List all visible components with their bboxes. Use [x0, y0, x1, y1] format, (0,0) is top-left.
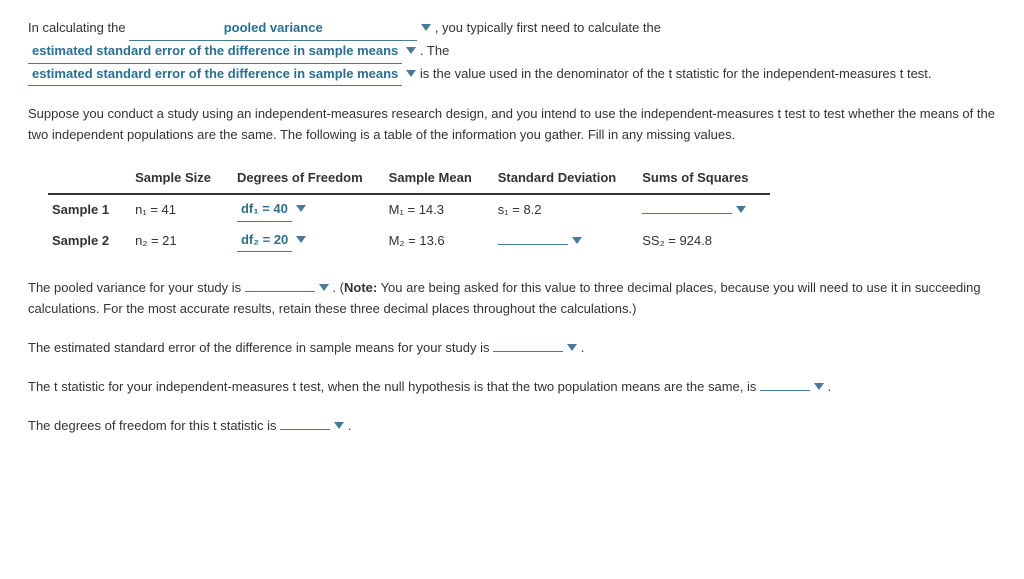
chevron-down-icon: [736, 206, 746, 213]
dropdown-df1[interactable]: df₁ = 40: [237, 199, 292, 222]
text: . (: [332, 280, 344, 295]
header-blank: [48, 164, 131, 194]
chevron-down-icon: [319, 284, 329, 291]
dropdown-value: df₂ = 20: [241, 232, 288, 247]
row-label: Sample 2: [48, 226, 131, 257]
chevron-down-icon: [406, 70, 416, 77]
dropdown-pooled-variance[interactable]: pooled variance: [129, 18, 417, 41]
dropdown-value: pooled variance: [224, 20, 323, 35]
dropdown-est-se-2[interactable]: estimated standard error of the differen…: [28, 64, 402, 87]
paragraph-6: The degrees of freedom for this t statis…: [28, 416, 996, 437]
cell-mean: M₂ = 13.6: [385, 226, 494, 257]
table-header-row: Sample Size Degrees of Freedom Sample Me…: [48, 164, 770, 194]
text: .: [581, 340, 585, 355]
cell-ss: [638, 194, 770, 226]
text: The t statistic for your independent-mea…: [28, 379, 756, 394]
header-mean: Sample Mean: [385, 164, 494, 194]
note-label: Note:: [344, 280, 377, 295]
chevron-down-icon: [296, 205, 306, 212]
cell-ss: SS₂ = 924.8: [638, 226, 770, 257]
cell-size: n₁ = 41: [131, 194, 233, 226]
dropdown-sd2[interactable]: [498, 243, 568, 245]
cell-sd: s₁ = 8.2: [494, 194, 638, 226]
chevron-down-icon: [567, 344, 577, 351]
dropdown-pooled-var-value[interactable]: [245, 290, 315, 292]
row-label: Sample 1: [48, 194, 131, 226]
table-row: Sample 1 n₁ = 41 df₁ = 40 M₁ = 14.3 s₁ =…: [48, 194, 770, 226]
chevron-down-icon: [814, 383, 824, 390]
text: .: [348, 418, 352, 433]
chevron-down-icon: [406, 47, 416, 54]
header-sd: Standard Deviation: [494, 164, 638, 194]
cell-size: n₂ = 21: [131, 226, 233, 257]
cell-mean: M₁ = 14.3: [385, 194, 494, 226]
dropdown-value: estimated standard error of the differen…: [32, 66, 398, 81]
header-ss: Sums of Squares: [638, 164, 770, 194]
dropdown-est-se-value[interactable]: [493, 350, 563, 352]
paragraph-1: In calculating the pooled variance , you…: [28, 18, 996, 86]
text: is the value used in the denominator of …: [420, 66, 932, 81]
cell-df: df₂ = 20: [233, 226, 385, 257]
table-row: Sample 2 n₂ = 21 df₂ = 20 M₂ = 13.6 SS₂ …: [48, 226, 770, 257]
dropdown-ss1[interactable]: [642, 212, 732, 214]
dropdown-df-total-value[interactable]: [280, 428, 330, 430]
chevron-down-icon: [421, 24, 431, 31]
chevron-down-icon: [572, 237, 582, 244]
study-data-table: Sample Size Degrees of Freedom Sample Me…: [48, 164, 770, 256]
paragraph-5: The t statistic for your independent-mea…: [28, 377, 996, 398]
text: . The: [420, 43, 449, 58]
text: The estimated standard error of the diff…: [28, 340, 490, 355]
paragraph-3: The pooled variance for your study is . …: [28, 278, 996, 320]
dropdown-t-stat-value[interactable]: [760, 389, 810, 391]
dropdown-est-se-1[interactable]: estimated standard error of the differen…: [28, 41, 402, 64]
header-sample-size: Sample Size: [131, 164, 233, 194]
text: The degrees of freedom for this t statis…: [28, 418, 277, 433]
text: The pooled variance for your study is: [28, 280, 241, 295]
cell-df: df₁ = 40: [233, 194, 385, 226]
chevron-down-icon: [334, 422, 344, 429]
text: , you typically first need to calculate …: [435, 20, 661, 35]
dropdown-value: df₁ = 40: [241, 201, 288, 216]
cell-sd: [494, 226, 638, 257]
text: .: [828, 379, 832, 394]
paragraph-2: Suppose you conduct a study using an ind…: [28, 104, 996, 146]
chevron-down-icon: [296, 236, 306, 243]
text: In calculating the: [28, 20, 126, 35]
dropdown-df2[interactable]: df₂ = 20: [237, 230, 292, 253]
paragraph-4: The estimated standard error of the diff…: [28, 338, 996, 359]
dropdown-value: estimated standard error of the differen…: [32, 43, 398, 58]
header-df: Degrees of Freedom: [233, 164, 385, 194]
